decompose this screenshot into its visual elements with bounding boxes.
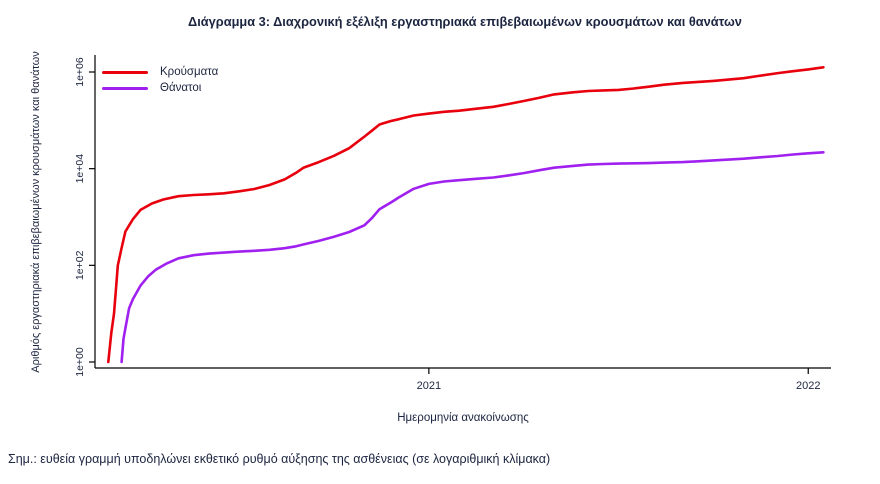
legend-item-cases: Κρούσματα [102, 64, 218, 80]
line-chart: 1e+00 1e+02 1e+04 1e+06 2021 2022 [74, 55, 831, 392]
cases-line-swatch [102, 70, 148, 74]
x-axis-title: Ημερομηνία ανακοίνωσης [397, 412, 529, 424]
legend: Κρούσματα Θάνατοι [102, 64, 218, 96]
deaths-line-swatch [102, 86, 148, 90]
chart-title: Διάγραμμα 3: Διαχρονική εξέλιξη εργαστηρ… [188, 14, 742, 29]
y-tick-label: 1e+02 [74, 250, 86, 280]
legend-item-deaths: Θάνατοι [102, 80, 218, 96]
x-tick-label: 2022 [796, 380, 820, 392]
series-line-1 [120, 151, 825, 364]
legend-label-deaths: Θάνατοι [160, 82, 202, 94]
y-tick-label: 1e+06 [74, 57, 86, 87]
y-tick-label: 1e+04 [74, 154, 86, 184]
series-line-0 [107, 66, 825, 364]
legend-label-cases: Κρούσματα [160, 66, 219, 78]
x-tick-label: 2021 [417, 380, 441, 392]
footnote: Σημ.: ευθεία γραμμή υποδηλώνει εκθετικό … [8, 452, 551, 466]
y-tick-label: 1e+00 [74, 347, 86, 377]
